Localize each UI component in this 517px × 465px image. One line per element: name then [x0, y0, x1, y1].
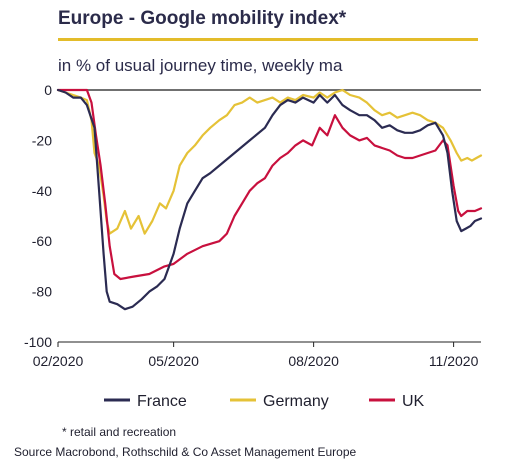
chart-title: Europe - Google mobility index*: [58, 8, 347, 29]
y-tick-label: 0: [44, 82, 52, 98]
x-tick-label: 05/2020: [148, 353, 199, 369]
y-tick-label: -80: [32, 284, 52, 300]
y-tick-label: -40: [32, 183, 52, 199]
chart-subtitle: in % of usual journey time, weekly ma: [58, 56, 343, 75]
x-tick-label: 02/2020: [33, 353, 84, 369]
legend-label-france: France: [137, 393, 187, 410]
y-tick-label: -60: [32, 233, 52, 249]
footnote: * retail and recreation: [62, 425, 177, 439]
x-axis: 02/2020 05/2020 08/2020 11/2020: [33, 341, 481, 369]
series-line-uk: [56, 88, 483, 281]
legend: France Germany UK: [104, 393, 425, 410]
series-lines: [56, 88, 483, 311]
series-line-france: [56, 88, 483, 311]
y-axis: 0 -20 -40 -60 -80 -100: [24, 82, 52, 350]
mobility-line-chart: 0 -20 -40 -60 -80 -100 02/2020 05/2020 08/2020 1…: [24, 82, 483, 410]
x-tick-label: 11/2020: [429, 353, 479, 369]
x-tick-label: 08/2020: [288, 353, 339, 369]
y-tick-label: -100: [24, 334, 52, 350]
title-underline: [58, 38, 478, 41]
legend-label-uk: UK: [402, 393, 425, 410]
y-tick-label: -20: [32, 132, 52, 148]
series-line-germany: [56, 88, 483, 235]
source-note: Source Macrobond, Rothschild & Co Asset …: [14, 445, 357, 459]
legend-label-germany: Germany: [263, 393, 329, 410]
